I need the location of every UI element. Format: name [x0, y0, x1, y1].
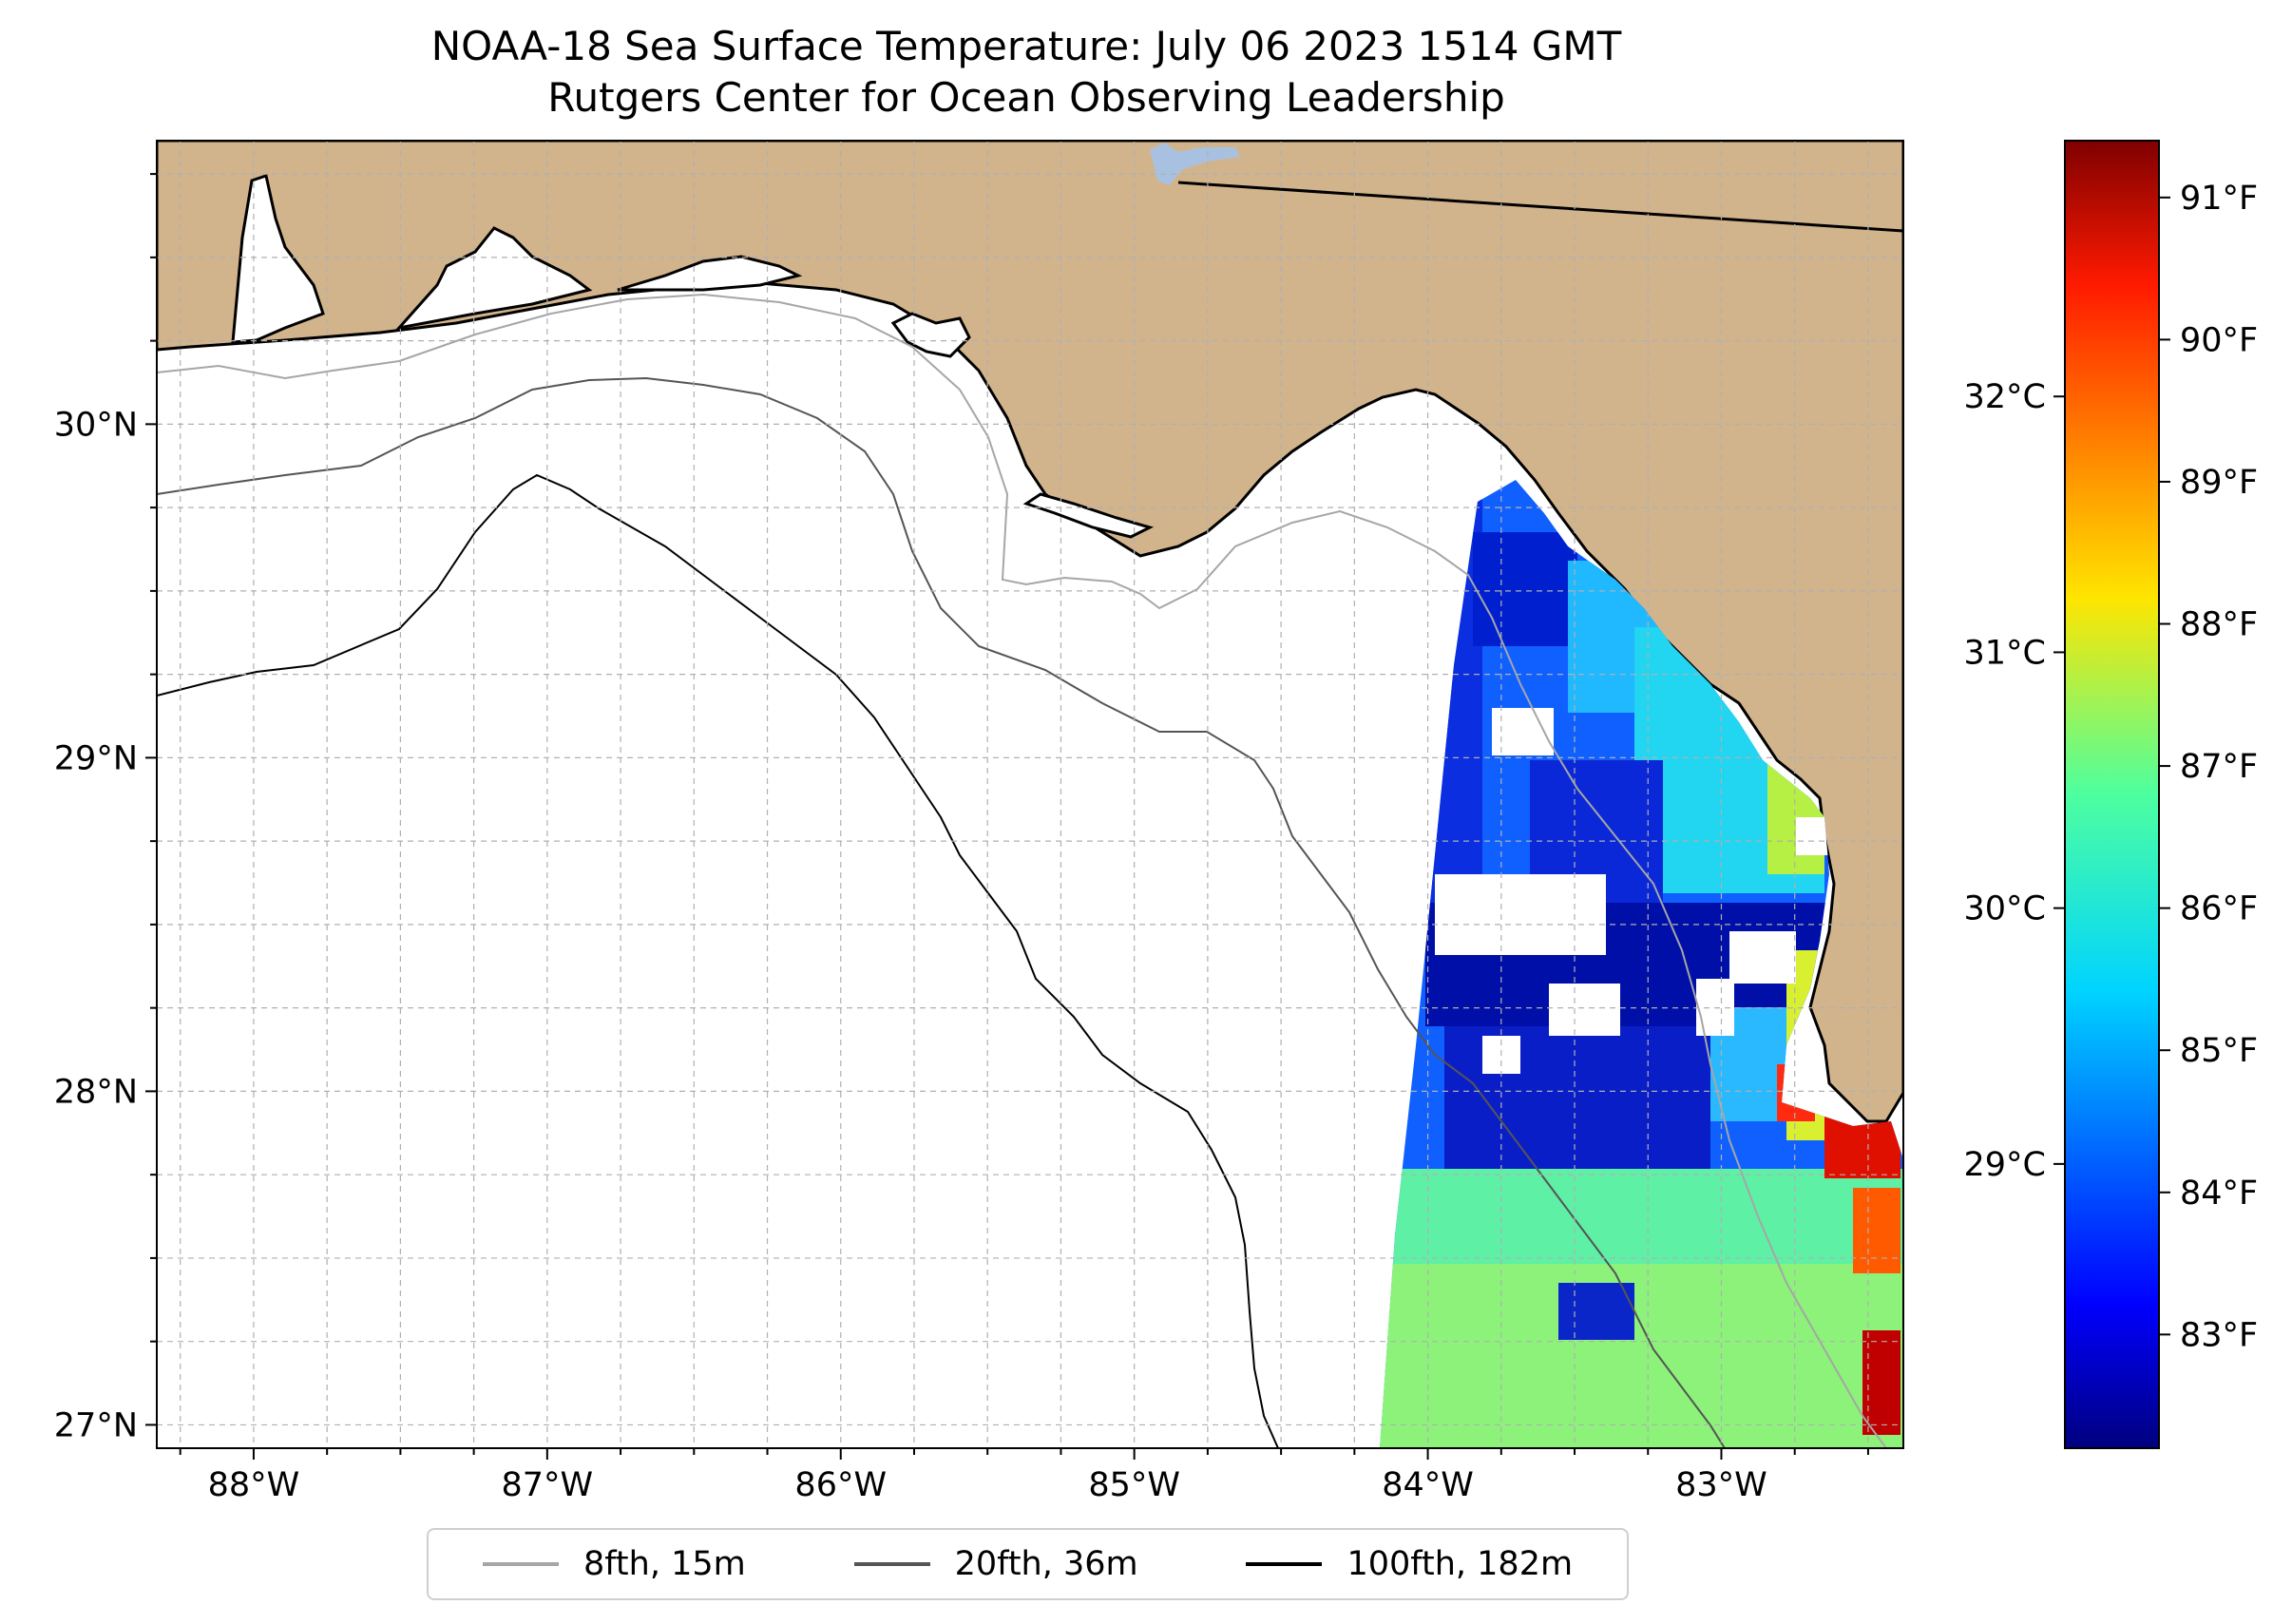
mobile-bay — [231, 174, 325, 344]
celsius-tick-label: 32°C — [1964, 378, 2046, 416]
colorbar-fahrenheit-axis: 83°F 84°F 85°F 86°F 87°F 88°F 89°F 90°F 91°F — [2159, 180, 2258, 1354]
pensacola-bay — [394, 226, 593, 331]
chart-subtitle: Rutgers Center for Ocean Observing Leade… — [547, 74, 1505, 121]
fahrenheit-tick-label: 83°F — [2180, 1316, 2258, 1354]
contour-100fth — [157, 473, 1279, 1448]
fahrenheit-tick-label: 89°F — [2180, 464, 2258, 502]
chart-title: NOAA-18 Sea Surface Temperature: July 06… — [430, 23, 1622, 69]
st-andrew-bay — [890, 312, 971, 358]
lon-tick-label: 83°W — [1675, 1466, 1767, 1504]
legend-label-20fth: 20fth, 36m — [954, 1545, 1138, 1583]
land — [157, 141, 1903, 1123]
lat-tick-label: 27°N — [54, 1406, 138, 1444]
fahrenheit-tick-label: 90°F — [2180, 321, 2258, 359]
fahrenheit-tick-label: 84°F — [2180, 1175, 2258, 1213]
legend-line-100fth — [1246, 1562, 1323, 1566]
fahrenheit-tick-label: 87°F — [2180, 748, 2258, 786]
lon-tick-label: 85°W — [1088, 1466, 1180, 1504]
lon-tick-label: 86°W — [794, 1466, 887, 1504]
lat-tick-label: 29°N — [54, 739, 138, 777]
legend-label-100fth: 100fth, 182m — [1347, 1545, 1574, 1583]
longitude-axis: 88°W 87°W 86°W 85°W 84°W 83°W — [179, 1448, 1869, 1504]
graticule — [157, 141, 1903, 1448]
celsius-tick-label: 31°C — [1964, 634, 2046, 672]
colorbar — [2064, 140, 2160, 1449]
latitude-axis: 27°N 28°N 29°N 30°N — [54, 173, 157, 1444]
fahrenheit-tick-label: 88°F — [2180, 606, 2258, 644]
celsius-tick-label: 30°C — [1964, 890, 2046, 928]
fahrenheit-tick-label: 91°F — [2180, 180, 2258, 218]
fahrenheit-tick-label: 85°F — [2180, 1032, 2258, 1070]
lon-tick-label: 87°W — [502, 1466, 594, 1504]
legend-label-8fth: 8fth, 15m — [583, 1545, 746, 1583]
legend-item-8fth: 8fth, 15m — [482, 1545, 746, 1583]
choctawhatchee-bay — [617, 255, 803, 292]
contour-20fth — [157, 376, 1726, 1448]
map-frame — [156, 140, 1904, 1449]
legend-item-20fth: 20fth, 36m — [853, 1545, 1138, 1583]
lat-tick-label: 30°N — [54, 406, 138, 444]
celsius-tick-label: 29°C — [1964, 1146, 2046, 1184]
lon-tick-label: 84°W — [1382, 1466, 1474, 1504]
colorbar-celsius-axis: 29°C 30°C 31°C 32°C — [1964, 378, 2065, 1184]
apalachicola-bay — [1022, 492, 1155, 539]
contour-8fth — [157, 293, 1887, 1448]
legend-line-8fth — [482, 1562, 559, 1566]
fahrenheit-tick-label: 86°F — [2180, 890, 2258, 928]
legend: 8fth, 15m 20fth, 36m 100fth, 182m — [427, 1528, 1629, 1600]
legend-item-100fth: 100fth, 182m — [1246, 1545, 1573, 1583]
lat-tick-label: 28°N — [54, 1073, 138, 1111]
lake-seminole — [1150, 143, 1240, 185]
state-border — [1177, 181, 1903, 233]
legend-line-20fth — [853, 1562, 930, 1566]
lon-tick-label: 88°W — [208, 1466, 300, 1504]
